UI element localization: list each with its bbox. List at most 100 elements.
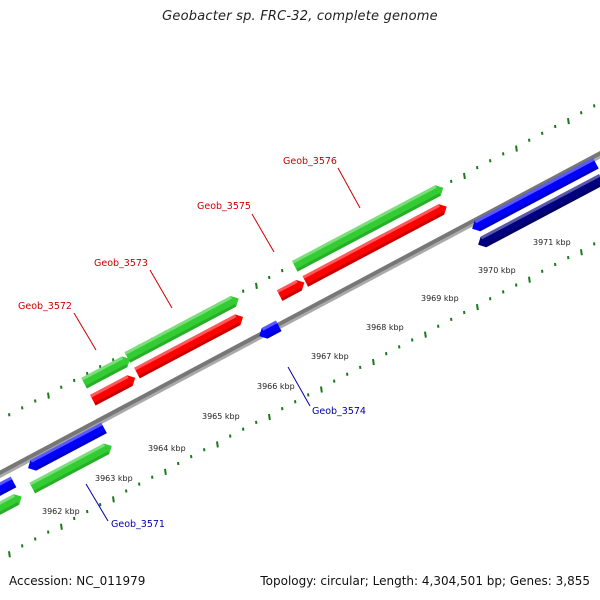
- gene-bar-geob-3571-track-highlight: [29, 443, 106, 486]
- cds-bar-geob-3572-shade: [94, 383, 133, 406]
- cds-bar-geob-3573-shade: [138, 322, 241, 379]
- cds-bar-geob-3573: [134, 314, 244, 379]
- tick-label: 3970 kbp: [478, 266, 516, 275]
- backbone: [0, 151, 600, 475]
- inner-tick-ring: [8, 242, 596, 558]
- gene-bar-geob-3574-shade: [265, 328, 282, 339]
- inner-tick: [424, 331, 427, 338]
- gene-bar-geob-3572: [81, 356, 130, 389]
- gene-bar-blue-right-shade: [478, 165, 599, 232]
- gene-leader-line: [73, 312, 97, 351]
- outer-tick: [567, 117, 570, 125]
- gene-bar-geob-3573-shade: [128, 303, 237, 363]
- gene-bar-edge-green-highlight: [0, 494, 15, 513]
- tick-label-layer: 3962 kbp 3963 kbp 3964 kbp 3965 kbp 3966 kbp…: [42, 238, 571, 516]
- gene-bar-blue-right-highlight: [474, 157, 595, 224]
- gene-bar-edge-green-body: [0, 494, 22, 521]
- gene-bar-edge-blue-highlight: [0, 476, 13, 489]
- gene-bar-geob-3571-body: [27, 422, 107, 471]
- gene-bar-edge-blue-body: [0, 476, 17, 497]
- gene-label: Geob_3572: [18, 301, 72, 312]
- inner-tick: [8, 551, 11, 558]
- label-layer: Geob_3571 Geob_3572 Geob_3573 Geob_3574 Geob…: [18, 156, 366, 530]
- gene-bar-geob-3573: [124, 296, 239, 363]
- cds-bar-geob-3576: [302, 204, 447, 287]
- inner-tick: [476, 304, 479, 311]
- cds-bar-geob-3573-highlight: [134, 314, 237, 371]
- tick-label: 3971 kbp: [533, 238, 571, 247]
- tick-label: 3969 kbp: [421, 294, 459, 303]
- cds-bar-geob-3572: [89, 375, 136, 406]
- gene-bar-geob-3571-track-shade: [33, 451, 110, 494]
- outer-tick: [47, 392, 50, 399]
- outer-tick: [515, 145, 518, 152]
- inner-tick: [320, 386, 323, 393]
- outer-tick: [463, 172, 466, 180]
- inner-tick: [528, 276, 531, 283]
- gene-label: Geob_3574: [312, 406, 366, 417]
- gene-bar-geob-3576-highlight: [291, 185, 437, 264]
- cds-bar-geob-3575-body: [276, 279, 305, 301]
- cds-bar-geob-3572-highlight: [89, 375, 129, 398]
- cds-bar-navy-right: [478, 173, 600, 248]
- gene-bar-edge-blue-shade: [0, 484, 17, 497]
- cds-bar-geob-3576-body: [302, 204, 447, 287]
- gene-leader-line: [149, 269, 173, 309]
- gene-bar-edge-blue: [0, 476, 17, 497]
- gene-bar-geob-3574-body: [259, 320, 282, 339]
- tick-label: 3966 kbp: [257, 382, 295, 391]
- tick-label: 3965 kbp: [202, 412, 240, 421]
- gene-leader-line: [287, 366, 311, 407]
- inner-tick: [372, 358, 375, 366]
- tick-label: 3962 kbp: [42, 507, 80, 516]
- gene-bar-geob-3576-shade: [296, 193, 441, 272]
- inner-tick: [112, 496, 115, 503]
- gene-bar-edge-green: [0, 494, 22, 521]
- gene-bar-geob-3571-track: [29, 443, 112, 494]
- inner-tick: [268, 413, 271, 421]
- gene-bar-geob-3571: [27, 422, 107, 471]
- gene-bar-blue-right-body: [472, 157, 599, 232]
- inner-tick: [164, 468, 167, 476]
- cds-bar-geob-3572-body: [89, 375, 136, 406]
- gene-bar-geob-3573-body: [124, 296, 239, 363]
- inner-tick: [216, 441, 219, 448]
- inner-tick: [580, 249, 583, 256]
- gene-bar-edge-green-shade: [0, 502, 20, 521]
- tick-label: 3968 kbp: [366, 323, 404, 332]
- gene-leader-line: [337, 167, 361, 209]
- gene-bar-geob-3576: [291, 185, 444, 272]
- tick-label: 3967 kbp: [311, 352, 349, 361]
- gene-label: Geob_3573: [94, 258, 148, 269]
- cds-bar-geob-3576-shade: [306, 212, 445, 287]
- tick-label: 3963 kbp: [95, 474, 133, 483]
- gene-bar-geob-3571-shade: [34, 430, 107, 471]
- gene-bar-geob-3572-body: [81, 356, 130, 389]
- gene-bar-geob-3574: [259, 320, 282, 339]
- cds-bar-geob-3575-highlight: [276, 279, 298, 293]
- gene-label: Geob_3571: [111, 519, 165, 530]
- map-title: Geobacter sp. FRC-32, complete genome: [162, 9, 438, 24]
- gene-label: Geob_3576: [283, 156, 337, 167]
- gene-bar-geob-3571-track-body: [29, 443, 112, 494]
- cds-bar-navy-right-shade: [484, 181, 600, 248]
- accession-label: Accession: NC_011979: [9, 574, 146, 588]
- gene-leader-line: [85, 483, 109, 522]
- gene-bar-geob-3576-body: [291, 185, 444, 272]
- cds-bar-navy-right-body: [478, 173, 600, 248]
- gene-bar-geob-3572-highlight: [81, 356, 124, 381]
- cds-bar-geob-3576-highlight: [302, 204, 440, 279]
- feature-layer: [0, 157, 600, 521]
- gene-leader-line: [251, 213, 275, 253]
- cds-bar-geob-3575: [276, 279, 305, 301]
- genome-summary: Topology: circular; Length: 4,304,501 bp…: [260, 574, 590, 588]
- gene-bar-geob-3572-shade: [85, 364, 128, 389]
- cds-bar-navy-right-highlight: [480, 173, 600, 240]
- gene-label: Geob_3575: [197, 201, 251, 212]
- tick-label: 3964 kbp: [148, 444, 186, 453]
- gene-bar-geob-3574-highlight: [261, 320, 278, 331]
- gene-bar-blue-right: [472, 157, 599, 232]
- cds-bar-geob-3573-body: [134, 314, 244, 379]
- outer-tick: [255, 282, 258, 289]
